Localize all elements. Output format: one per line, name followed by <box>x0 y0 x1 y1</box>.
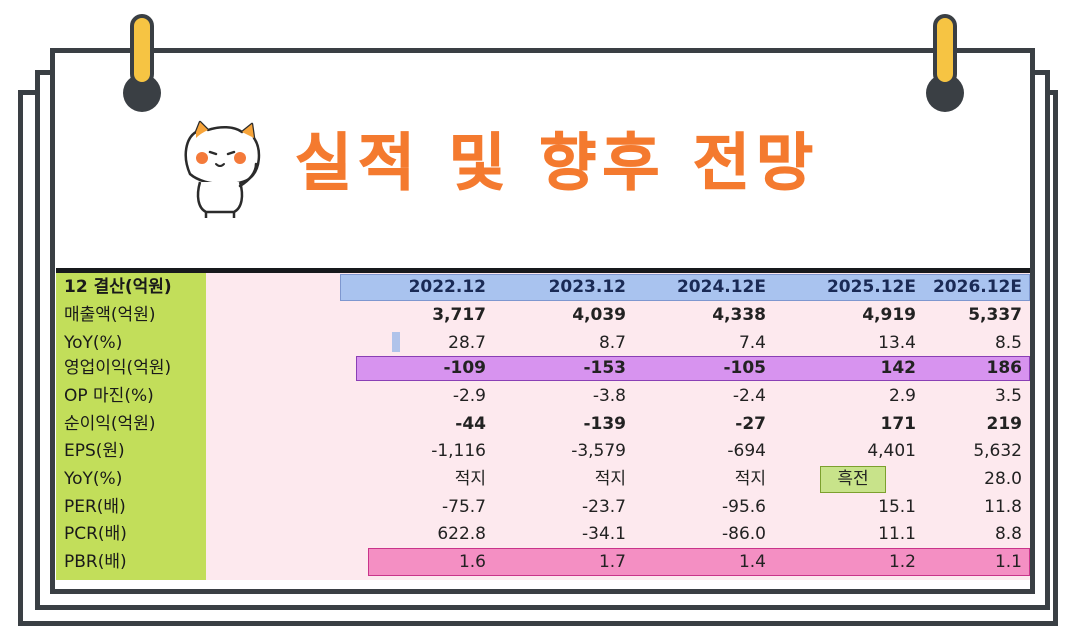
table-cell: -23.7 <box>582 496 626 517</box>
table-cell: -44 <box>455 413 486 434</box>
table-cell: 186 <box>986 358 1023 378</box>
cat-mascot-icon <box>184 120 261 218</box>
table-row-pbr: PBR(배) 1.6 1.7 1.4 1.2 1.1 <box>56 549 1030 577</box>
table-cell: 2.9 <box>888 386 916 406</box>
row-label: 영업이익(억원) <box>64 358 172 378</box>
table-cell: 4,401 <box>867 441 916 461</box>
pbr-highlight <box>368 548 1030 576</box>
table-cell: 11.1 <box>878 524 916 544</box>
table-cell: -1,116 <box>431 441 486 461</box>
row-label: 매출액(억원) <box>64 305 156 325</box>
table-row-op-margin: OP 마진(%) -2.9 -3.8 -2.4 2.9 3.5 <box>56 383 1030 411</box>
table-cell: 5,337 <box>968 305 1022 325</box>
table-cell: 1.7 <box>598 552 626 572</box>
table-cell: 7.4 <box>738 332 766 353</box>
table-row-eps: EPS(원) -1,116 -3,579 -694 4,401 5,632 <box>56 438 1030 466</box>
table-cell: 4,338 <box>712 305 766 325</box>
table-cell: 8.5 <box>994 332 1022 353</box>
header-highlight <box>340 274 1030 301</box>
turnaround-tag <box>820 466 886 493</box>
table-cell: 3.5 <box>994 386 1022 406</box>
year-header: 2024.12E <box>676 277 766 297</box>
table-cell: -3,579 <box>571 441 626 461</box>
year-header: 2022.12 <box>408 277 486 297</box>
table-cell: -2.9 <box>452 386 486 406</box>
table-cell: -153 <box>583 358 626 378</box>
table-cell: 1.6 <box>458 552 486 572</box>
row-label: YoY(%) <box>64 469 123 489</box>
row-label: 순이익(억원) <box>64 413 156 434</box>
table-cell: -694 <box>727 441 766 461</box>
table-cell: 4,919 <box>862 305 916 325</box>
table-cell: -95.6 <box>722 496 766 517</box>
table-cell: 1.1 <box>994 552 1022 572</box>
table-cell: -86.0 <box>722 524 766 544</box>
table-cell: 13.4 <box>878 332 916 353</box>
row-label: YoY(%) <box>64 332 123 353</box>
table-row-operating-profit: 영업이익(억원) -109 -153 -105 142 186 <box>56 355 1030 383</box>
table-cell: 219 <box>986 413 1023 434</box>
table-cell: -2.4 <box>732 386 766 406</box>
row-label: PCR(배) <box>64 524 127 544</box>
table-cell: 적지 <box>594 469 626 489</box>
row-label: OP 마진(%) <box>64 386 154 406</box>
table-cell: 8.7 <box>598 332 626 353</box>
table-row-per: PER(배) -75.7 -23.7 -95.6 15.1 11.8 <box>56 494 1030 522</box>
table-cell: 11.8 <box>984 496 1022 517</box>
table-header-row: 12 결산(억원) 2022.12 2023.12 2024.12E 2025.… <box>56 274 1030 302</box>
row-label: PER(배) <box>64 496 126 517</box>
table-cell: -105 <box>723 358 766 378</box>
table-row-revenue-yoy: YoY(%) 28.7 8.7 7.4 13.4 8.5 <box>56 330 1030 358</box>
table-cell: 8.8 <box>994 524 1022 544</box>
table-cell: 적지 <box>734 469 766 489</box>
table-cell: 15.1 <box>878 496 916 517</box>
year-header: 2023.12 <box>548 277 626 297</box>
table-cell: 142 <box>880 358 917 378</box>
year-header: 2025.12E <box>826 277 916 297</box>
table-cell: 5,632 <box>973 441 1022 461</box>
header-label: 12 결산(억원) <box>64 277 172 297</box>
table-cell: 28.7 <box>448 332 486 353</box>
table-row-pcr: PCR(배) 622.8 -34.1 -86.0 11.1 8.8 <box>56 521 1030 549</box>
operating-profit-highlight <box>356 356 1030 381</box>
table-cell: -139 <box>583 413 626 434</box>
table-cell: 적지 <box>454 469 486 489</box>
table-cell: 1.4 <box>738 552 766 572</box>
row-label: EPS(원) <box>64 441 125 461</box>
row-label: PBR(배) <box>64 552 127 572</box>
financial-table <box>56 270 1030 580</box>
table-cell: -3.8 <box>592 386 626 406</box>
table-cell: 3,717 <box>432 305 486 325</box>
table-cell: -27 <box>735 413 766 434</box>
table-cell: 171 <box>880 413 917 434</box>
table-row-eps-yoy: YoY(%) 적지 적지 적지 흑전 28.0 <box>56 466 1030 494</box>
table-top-rule <box>56 268 1030 273</box>
text-cursor-mark <box>392 332 400 352</box>
table-cell: -75.7 <box>442 496 486 517</box>
label-column <box>56 273 206 580</box>
table-cell: 4,039 <box>572 305 626 325</box>
table-cell: -34.1 <box>582 524 626 544</box>
table-row-net-income: 순이익(억원) -44 -139 -27 171 219 <box>56 411 1030 439</box>
table-cell: -109 <box>443 358 486 378</box>
table-cell: 28.0 <box>984 469 1022 489</box>
page-title: 실적 및 향후 전망 <box>295 126 820 200</box>
year-header: 2026.12E <box>932 277 1022 297</box>
table-cell: 622.8 <box>437 524 486 544</box>
table-row-revenue: 매출액(억원) 3,717 4,039 4,338 4,919 5,337 <box>56 302 1030 330</box>
table-cell: 1.2 <box>888 552 916 572</box>
turnaround-tag-label: 흑전 <box>837 469 869 489</box>
